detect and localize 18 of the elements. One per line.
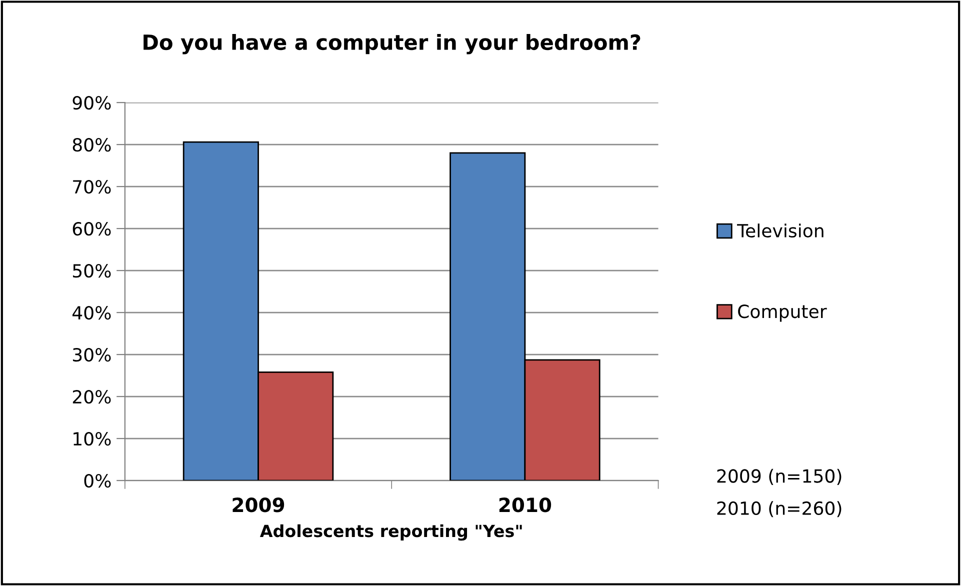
x-tick-label: 2010: [499, 498, 552, 512]
y-tick-label: 60%: [72, 222, 111, 236]
text: 2009 (n=150): [717, 468, 842, 485]
y-tick-label: 90%: [72, 96, 111, 110]
text: 2010 (n=260): [717, 501, 842, 518]
y-tick-label: 0%: [84, 474, 111, 488]
legend-label: Computer: [738, 304, 827, 322]
y-tick-label: 20%: [72, 390, 111, 404]
y-tick-label: 50%: [73, 264, 111, 278]
y-tick-label: 70%: [73, 180, 111, 194]
y-tick-label: 80%: [72, 138, 111, 152]
legend-label: Television: [737, 224, 824, 238]
x-axis-title: Adolescents reporting "Yes": [260, 524, 522, 541]
y-tick-label: 10%: [74, 432, 111, 446]
x-tick-label: 2009: [232, 498, 284, 512]
chart-title: Do you have a computer in your bedroom?: [144, 34, 640, 54]
y-tick-label: 30%: [72, 348, 111, 362]
y-tick-label: 40%: [72, 306, 111, 320]
